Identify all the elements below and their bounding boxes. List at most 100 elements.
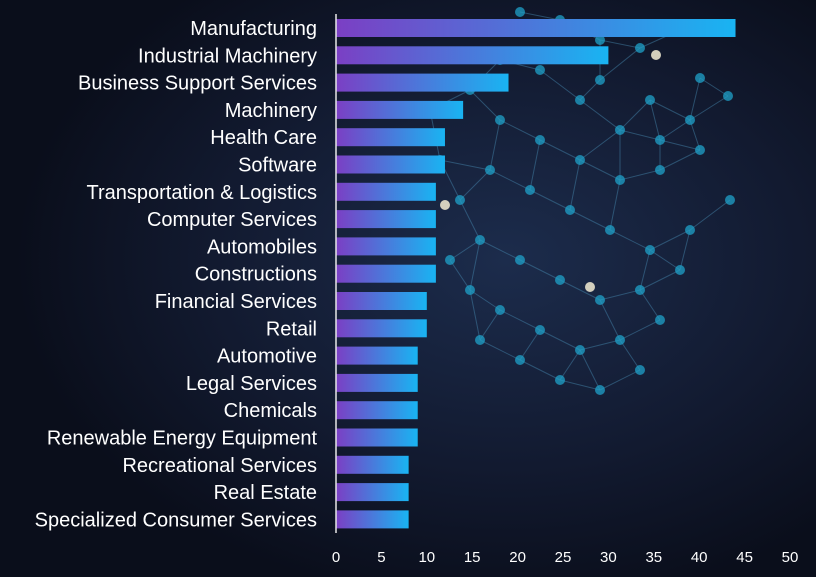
network-edge — [659, 149, 701, 171]
category-label-recreational-services: Recreational Services — [122, 455, 317, 477]
category-label-business-support-services: Business Support Services — [78, 73, 317, 95]
bar-chemicals — [336, 401, 418, 420]
network-node — [725, 195, 735, 205]
x-tick-label-35: 35 — [645, 549, 662, 566]
category-label-retail: Retail — [266, 318, 317, 340]
network-edge — [539, 69, 581, 101]
network-node — [555, 375, 565, 385]
bar-machinery — [336, 100, 464, 119]
network-edge — [619, 339, 641, 371]
category-label-real-estate: Real Estate — [214, 482, 317, 504]
bar-real-estate — [336, 483, 409, 502]
x-tick-label-25: 25 — [555, 549, 572, 566]
bar-transportation-and-logistics — [336, 182, 436, 201]
network-node — [635, 43, 645, 53]
network-map-decoration — [425, 7, 735, 395]
category-label-manufacturing: Manufacturing — [190, 18, 317, 40]
network-edge — [519, 329, 541, 361]
network-edge — [519, 359, 561, 381]
x-tick-label-50: 50 — [782, 549, 799, 566]
x-tick-label-45: 45 — [736, 549, 753, 566]
network-edge — [599, 369, 641, 391]
network-node — [485, 165, 495, 175]
network-highlight-node — [440, 200, 450, 210]
bar-computer-services — [336, 210, 436, 229]
network-edge — [579, 99, 621, 131]
network-node — [615, 125, 625, 135]
network-node — [655, 315, 665, 325]
network-node — [655, 135, 665, 145]
network-edge — [469, 89, 501, 121]
category-label-chemicals: Chemicals — [224, 400, 317, 422]
network-edge — [619, 99, 651, 131]
network-edge — [569, 159, 581, 211]
network-edge — [579, 339, 621, 351]
x-tick-label-5: 5 — [377, 549, 385, 566]
network-edge — [649, 229, 691, 251]
network-edge — [559, 279, 601, 301]
x-tick-label-10: 10 — [418, 549, 435, 566]
network-node — [685, 115, 695, 125]
network-edge — [689, 95, 729, 121]
network-edge — [489, 169, 531, 191]
network-node — [675, 265, 685, 275]
network-node — [595, 75, 605, 85]
bar-automotive — [336, 346, 418, 365]
x-tick-labels-group: 0 5 10 15 20 25 30 35 40 45 50 — [332, 549, 799, 566]
network-node — [565, 205, 575, 215]
bar-software — [336, 155, 445, 174]
network-edge — [559, 349, 581, 381]
network-node — [575, 345, 585, 355]
network-edge — [619, 169, 661, 181]
network-highlight-node — [585, 282, 595, 292]
bar-renewable-energy-equipment — [336, 428, 418, 447]
category-labels-group: Manufacturing Industrial Machinery Busines… — [35, 18, 318, 531]
category-label-specialized-consumer-services: Specialized Consumer Services — [35, 509, 317, 531]
bar-health-care — [336, 128, 445, 147]
network-edge — [659, 139, 701, 151]
category-label-software: Software — [238, 155, 317, 177]
network-edge — [639, 289, 661, 321]
x-tick-label-30: 30 — [600, 549, 617, 566]
bar-financial-services — [336, 292, 427, 310]
category-label-computer-services: Computer Services — [147, 209, 317, 231]
network-node — [685, 225, 695, 235]
network-node — [595, 385, 605, 395]
network-edge — [469, 289, 481, 341]
network-edge — [599, 289, 641, 301]
network-edge — [599, 39, 641, 49]
network-edge — [679, 229, 691, 271]
network-node — [655, 165, 665, 175]
network-edge — [659, 119, 691, 141]
network-edge — [599, 47, 641, 81]
network-edge — [489, 119, 501, 171]
network-node — [515, 355, 525, 365]
network-edge — [559, 379, 601, 391]
network-edge — [439, 159, 491, 171]
network-node — [555, 275, 565, 285]
network-node — [695, 145, 705, 155]
network-node — [525, 185, 535, 195]
network-node — [615, 335, 625, 345]
network-edge — [499, 309, 541, 331]
network-edge — [519, 259, 561, 281]
category-label-automotive: Automotive — [217, 346, 317, 368]
x-tick-label-0: 0 — [332, 549, 340, 566]
network-node — [575, 95, 585, 105]
network-edge — [579, 349, 601, 391]
network-edge — [569, 209, 611, 231]
bar-legal-services — [336, 373, 418, 392]
network-edge — [689, 77, 701, 121]
category-label-renewable-energy-equipment: Renewable Energy Equipment — [47, 428, 318, 450]
network-node — [535, 325, 545, 335]
network-node — [595, 35, 605, 45]
network-edge — [649, 99, 661, 141]
network-edge — [469, 289, 501, 311]
network-node — [535, 135, 545, 145]
network-node — [723, 91, 733, 101]
network-node — [445, 255, 455, 265]
network-node — [615, 175, 625, 185]
network-edge — [479, 339, 521, 361]
